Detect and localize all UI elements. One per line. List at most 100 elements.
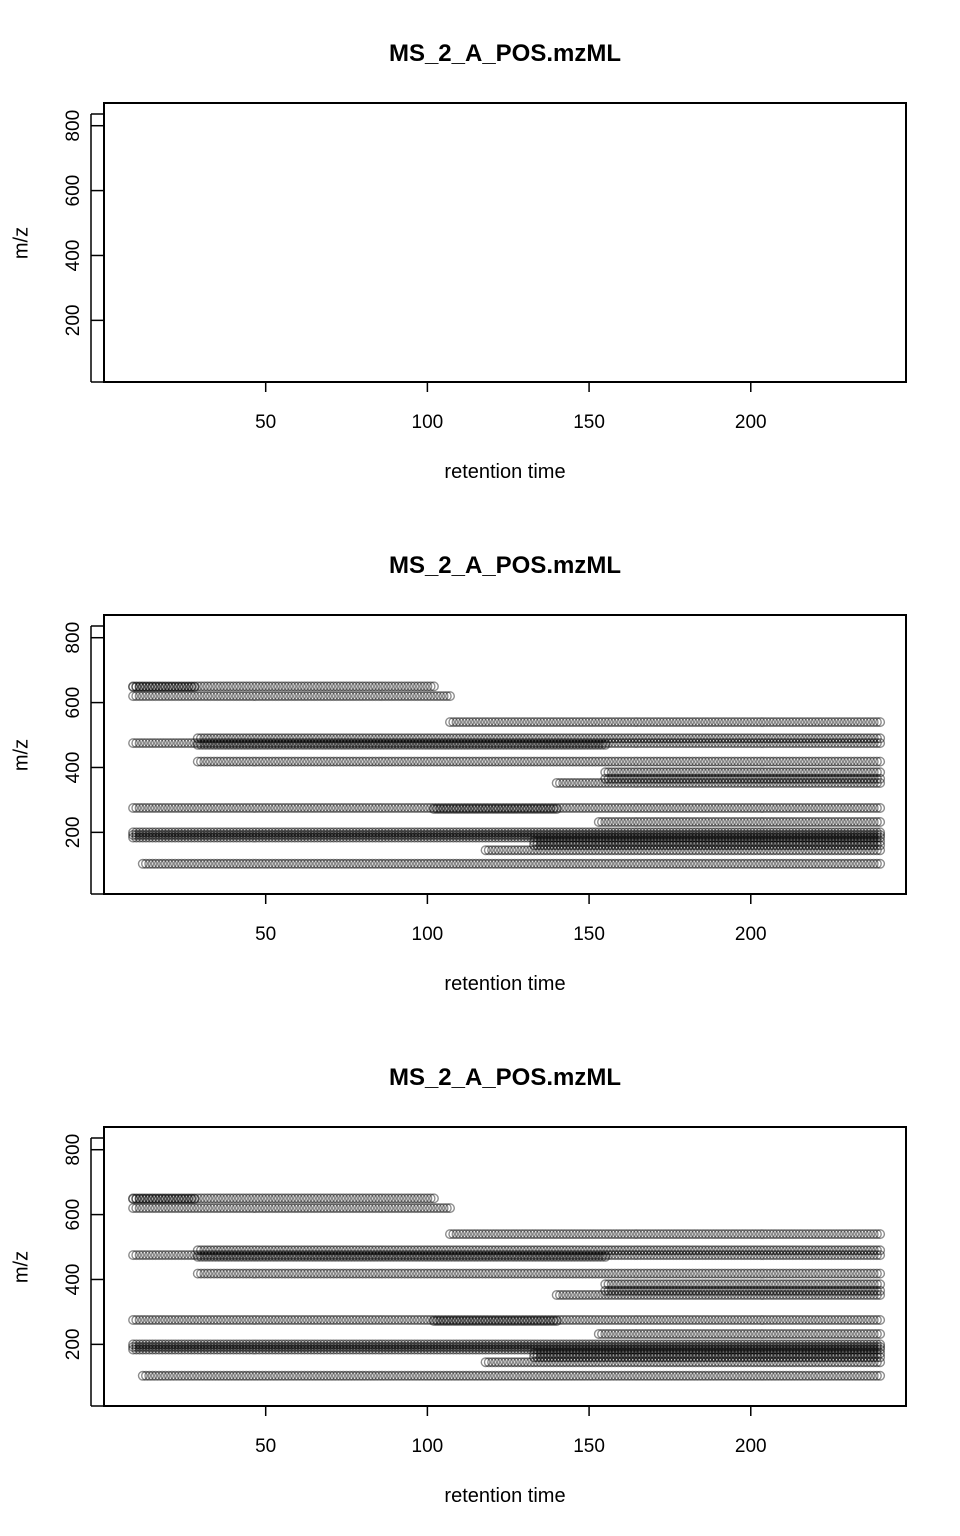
data-point	[199, 756, 210, 767]
data-point	[464, 756, 475, 767]
data-point	[833, 733, 844, 744]
data-point	[865, 738, 876, 749]
data-point	[852, 717, 863, 728]
data-point	[192, 733, 203, 744]
data-point	[652, 738, 663, 749]
data-point	[774, 717, 785, 728]
data-point	[768, 733, 779, 744]
data-point	[836, 733, 847, 744]
data-point	[354, 691, 365, 702]
data-point	[464, 733, 475, 744]
data-point	[862, 717, 873, 728]
data-point	[794, 733, 805, 744]
data-point	[422, 733, 433, 744]
data-point	[758, 717, 769, 728]
data-point	[153, 691, 164, 702]
data-point	[542, 738, 553, 749]
data-point	[522, 739, 533, 750]
data-point	[797, 733, 808, 744]
data-point	[820, 738, 831, 749]
data-point	[244, 691, 255, 702]
data-point	[263, 681, 274, 692]
data-point	[215, 733, 226, 744]
data-point	[587, 717, 598, 728]
data-point	[419, 681, 430, 692]
data-point	[338, 733, 349, 744]
data-point	[593, 738, 604, 749]
data-point	[519, 717, 530, 728]
data-point	[289, 756, 300, 767]
data-point	[425, 756, 436, 767]
data-point	[406, 681, 417, 692]
data-point	[603, 738, 614, 749]
data-point	[315, 739, 326, 750]
data-point	[377, 739, 388, 750]
data-point	[664, 717, 675, 728]
data-point	[509, 739, 520, 750]
data-point	[522, 733, 533, 744]
data-point	[639, 733, 650, 744]
data-point	[600, 733, 611, 744]
data-point	[765, 717, 776, 728]
data-point	[328, 738, 339, 749]
data-point	[800, 738, 811, 749]
data-point	[338, 691, 349, 702]
data-point	[742, 717, 753, 728]
data-point	[247, 733, 258, 744]
data-point	[616, 738, 627, 749]
data-point	[823, 717, 834, 728]
data-point	[415, 756, 426, 767]
data-point	[716, 733, 727, 744]
data-point	[370, 739, 381, 750]
data-point	[244, 681, 255, 692]
data-point	[658, 733, 669, 744]
data-point	[257, 691, 268, 702]
data-point	[403, 738, 414, 749]
data-point	[283, 756, 294, 767]
data-point	[380, 739, 391, 750]
data-point	[312, 733, 323, 744]
data-point	[322, 681, 333, 692]
data-point	[144, 681, 155, 692]
data-point	[215, 691, 226, 702]
data-point	[221, 738, 232, 749]
data-point	[238, 691, 249, 702]
data-point	[409, 733, 420, 744]
data-point	[309, 681, 320, 692]
data-point	[238, 681, 249, 692]
data-point	[590, 738, 601, 749]
data-point	[228, 738, 239, 749]
data-point	[781, 733, 792, 744]
data-point	[390, 681, 401, 692]
data-point	[516, 739, 527, 750]
data-point	[626, 733, 637, 744]
data-point	[768, 717, 779, 728]
data-point	[438, 691, 449, 702]
data-point	[458, 739, 469, 750]
data-point	[254, 739, 265, 750]
data-point	[283, 738, 294, 749]
data-point	[532, 738, 543, 749]
x-tick-label: 200	[735, 1436, 767, 1457]
data-point	[312, 681, 323, 692]
data-point	[367, 756, 378, 767]
data-point	[723, 717, 734, 728]
data-point	[302, 756, 313, 767]
data-point	[755, 717, 766, 728]
data-point	[128, 691, 139, 702]
data-point	[173, 738, 184, 749]
data-point	[451, 717, 462, 728]
data-point	[474, 717, 485, 728]
data-point	[865, 733, 876, 744]
data-point	[784, 733, 795, 744]
data-point	[561, 733, 572, 744]
data-point	[163, 738, 174, 749]
x-tick-label: 50	[255, 412, 276, 433]
data-point	[396, 691, 407, 702]
data-point	[664, 733, 675, 744]
data-point	[703, 717, 714, 728]
data-point	[648, 717, 659, 728]
chart-title: MS_2_A_POS.mzML	[389, 552, 621, 579]
data-point	[538, 717, 549, 728]
